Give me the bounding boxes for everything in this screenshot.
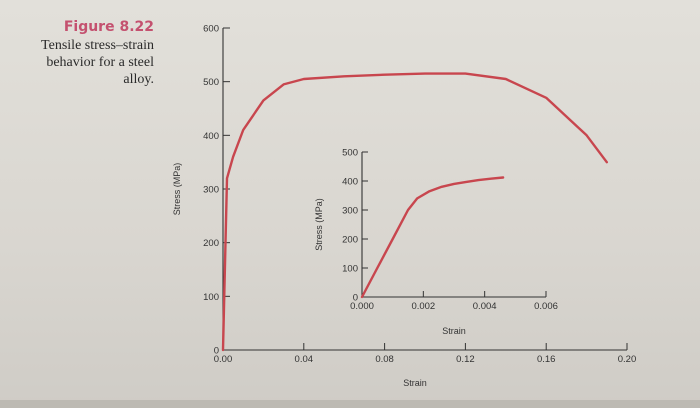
inset-y-axis-label: Stress (MPa) <box>314 198 324 251</box>
main-x-tick-label: 0.04 <box>295 354 314 365</box>
inset-x-tick-label: 0.004 <box>473 301 497 312</box>
description-line: behavior for a steel <box>46 55 154 70</box>
main-y-tick-label: 0 <box>214 346 219 357</box>
inset-y-tick-label: 300 <box>342 206 358 217</box>
inset-y-tick-label: 500 <box>342 148 358 159</box>
main-x-tick-label: 0.20 <box>618 354 637 365</box>
main-y-tick-label: 600 <box>203 24 219 35</box>
main-stress-strain-curve <box>221 72 608 352</box>
main-x-axis-label: Strain <box>403 378 427 388</box>
main-x-tick-label: 0.00 <box>214 354 233 365</box>
inset-stress-strain-curve <box>360 176 505 299</box>
inset-x-tick-label: 0.000 <box>350 301 374 312</box>
main-x-tick-label: 0.12 <box>456 354 475 365</box>
main-x-tick-label: 0.16 <box>537 354 556 365</box>
figure-caption: Figure 8.22 Tensile stress–strain behavi… <box>4 18 154 88</box>
inset-y-tick-label: 100 <box>342 264 358 275</box>
main-y-tick-label: 300 <box>203 185 219 196</box>
inset-y-tick-label: 400 <box>342 177 358 188</box>
main-y-tick-label: 500 <box>203 77 219 88</box>
page-bottom-edge <box>0 400 700 408</box>
main-x-tick-label: 0.08 <box>375 354 394 365</box>
inset-x-tick-label: 0.006 <box>534 301 558 312</box>
figure-label: Figure 8.22 <box>63 19 154 35</box>
inset-x-tick-label: 0.002 <box>411 301 435 312</box>
description-line: alloy. <box>123 72 154 87</box>
main-y-tick-label: 200 <box>203 238 219 249</box>
inset-y-tick-label: 0 <box>353 293 358 304</box>
figure-description: Tensile stress–strain behavior for a ste… <box>4 37 154 88</box>
main-y-tick-label: 100 <box>203 292 219 303</box>
inset-y-tick-label: 200 <box>342 235 358 246</box>
inset-x-axis-label: Strain <box>442 326 466 336</box>
main-y-tick-label: 400 <box>203 131 219 142</box>
description-line: Tensile stress–strain <box>41 38 154 53</box>
main-y-axis-label: Stress (MPa) <box>172 163 182 216</box>
